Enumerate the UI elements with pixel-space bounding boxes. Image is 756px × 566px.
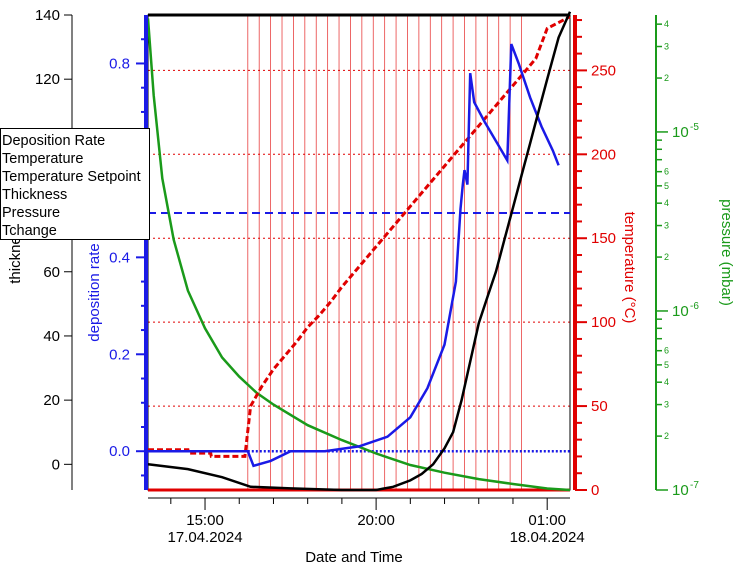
tick-label-thickness-2: 40 <box>43 328 60 345</box>
tick-label-pressure-2: 10 <box>672 124 689 141</box>
legend-entry-thickness: Thickness <box>2 187 68 203</box>
tick-sublabel-x-2: 18.04.2024 <box>510 529 585 546</box>
tick-label-pressure-minor: 6 <box>664 167 669 177</box>
axis-title-pressure: pressure (mbar) <box>718 199 735 306</box>
tick-label-deposition-rate-2: 0.4 <box>109 249 130 266</box>
tick-label-temperature-5: 250 <box>591 62 616 79</box>
tick-label-x-1: 20:00 <box>357 512 395 529</box>
tick-label-pressure-minor: 4 <box>664 198 669 208</box>
series-temperature <box>148 15 571 458</box>
tick-label-pressure-minor: 2 <box>664 252 669 262</box>
legend-entry-pressure: Pressure <box>2 205 61 221</box>
tick-sublabel-x-0: 17.04.2024 <box>167 529 242 546</box>
tick-label-pressure-0: 10 <box>672 482 689 499</box>
tick-label-pressure-1: 10 <box>672 303 689 320</box>
tick-label-pressure-minor: 5 <box>664 360 669 370</box>
tick-label-pressure-minor: 3 <box>664 221 669 231</box>
series-deposition-rate <box>148 43 560 468</box>
legend-entry-temperature: Temperature <box>2 151 84 167</box>
legend-entry-deposition-rate: Deposition Rate <box>2 133 106 149</box>
series-pressure <box>146 18 571 492</box>
tick-label-x-2: 01:00 <box>528 512 566 529</box>
tick-label-pressure-minor: 5 <box>664 181 669 191</box>
tick-label-thickness-0: 0 <box>52 456 60 473</box>
tick-label-temperature-3: 150 <box>591 230 616 247</box>
tick-label-pressure-minor: 6 <box>664 346 669 356</box>
tick-label-pressure-minor: 3 <box>664 400 669 410</box>
legend-entry-temperature-setpoint: Temperature Setpoint <box>2 169 141 185</box>
tick-label-deposition-rate-1: 0.2 <box>109 346 130 363</box>
tick-label-thickness-3: 60 <box>43 264 60 281</box>
tick-label-pressure-exponent-1: -6 <box>690 301 699 312</box>
tick-label-thickness-1: 20 <box>43 392 60 409</box>
tick-label-temperature-2: 100 <box>591 314 616 331</box>
tick-label-pressure-minor: 2 <box>664 431 669 441</box>
legend-entry-tchange: Tchange <box>2 223 57 239</box>
tick-label-deposition-rate-0: 0.0 <box>109 443 130 460</box>
tick-label-pressure-minor: 3 <box>664 42 669 52</box>
tick-label-thickness-7: 140 <box>35 7 60 24</box>
tick-label-pressure-minor: 4 <box>664 377 669 387</box>
tick-label-pressure-minor: 2 <box>664 73 669 83</box>
tick-label-pressure-minor: 4 <box>664 19 669 29</box>
axis-title-temperature: temperature (°C) <box>621 212 638 324</box>
tick-label-deposition-rate-4: 0.8 <box>109 55 130 72</box>
tick-label-temperature-0: 0 <box>591 482 599 499</box>
series-thickness <box>147 11 572 492</box>
tick-label-x-0: 15:00 <box>186 512 224 529</box>
axis-title-deposition-rate: deposition rate <box>86 243 103 341</box>
plot-frame <box>147 14 571 491</box>
tick-label-pressure-exponent-0: -7 <box>690 480 699 491</box>
tick-label-temperature-1: 50 <box>591 398 608 415</box>
legend: Deposition Rate Temperature Temperature … <box>0 128 150 240</box>
axis-title-x: Date and Time <box>305 549 403 566</box>
tick-label-temperature-4: 200 <box>591 146 616 163</box>
tick-label-pressure-exponent-2: -5 <box>690 122 699 133</box>
tick-label-thickness-6: 120 <box>35 71 60 88</box>
